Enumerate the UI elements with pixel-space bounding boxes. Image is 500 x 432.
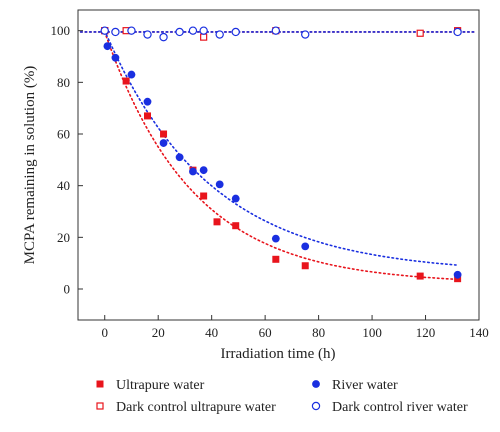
x-tick-label: 20 [152,325,165,340]
fit-curve [103,29,459,266]
ultrapure-water-point [232,222,240,230]
legend-label-dark-control-ultrapure-water: Dark control ultrapure water [116,400,276,415]
dark-control-ultrapure-water-point [416,29,424,37]
river-water-point [127,70,136,79]
ultrapure-water-point [301,262,309,270]
dark-control-river-water-point [111,27,120,37]
river-water-point [143,97,152,106]
data-points [100,26,462,283]
x-axis-label: Irradiation time (h) [221,346,336,362]
river-water-point [453,270,462,279]
river-water-point [199,166,208,175]
legend-marker-dark-control-ultrapure-water [96,402,104,410]
y-tick-label: 60 [57,127,70,142]
y-tick-label: 80 [57,75,70,90]
x-tick-label: 40 [205,325,218,340]
x-tick-label: 60 [259,325,272,340]
dark-control-river-water-point [301,30,310,39]
legend-label-ultrapure-water: Ultrapure water [116,378,205,393]
dark-control-river-water-point [215,30,224,39]
y-axis-ticks: 0 20 40 60 80 100 [51,23,83,297]
river-water-point [175,153,184,162]
x-tick-label: 0 [101,325,108,340]
x-tick-label: 100 [362,325,382,340]
river-water-point [301,242,310,251]
x-tick-label: 140 [469,325,489,340]
river-water-point [159,139,168,147]
river-water-point [271,234,280,243]
river-water-point [111,53,120,62]
dark-control-river-water-point [271,26,281,35]
legend-marker-river-water [312,380,320,388]
dark-control-river-water-point [188,26,198,35]
legend: Ultrapure water River water Dark control u… [96,378,468,415]
dark-control-river-water-point [159,32,168,42]
ultrapure-water-point [122,77,130,85]
ultrapure-water-point [200,192,208,200]
ultrapure-water-point [272,255,280,263]
x-axis-ticks: 0 20 40 60 80 100 120 140 [101,315,489,340]
river-water-point [215,180,224,189]
y-tick-label: 20 [57,230,70,245]
dark-control-river-water-point [231,27,240,37]
ultrapure-water-point [213,218,221,226]
legend-label-river-water: River water [332,378,398,393]
river-water-point [189,167,197,176]
y-tick-label: 100 [51,23,71,38]
ultrapure-water-point [160,130,168,138]
legend-marker-ultrapure-water [96,380,104,388]
dark-control-river-water-point [175,27,184,37]
plot-frame [77,9,480,321]
y-axis-label: MCPA remaining in solution (%) [22,66,38,265]
dark-control-ultrapure-water-point [200,33,208,41]
y-tick-label: 0 [64,282,71,297]
fit-curves [79,29,478,281]
legend-label-dark-control-river-water: Dark control river water [332,400,468,415]
river-water-point [103,42,112,51]
x-tick-label: 120 [416,325,436,340]
dark-control-river-water-point [100,26,109,35]
x-tick-label: 80 [312,325,325,340]
ultrapure-water-point [416,272,424,280]
ultrapure-water-point [144,112,152,120]
dark-control-river-water-point [199,26,208,35]
dark-control-river-water-point [127,26,136,35]
dark-control-river-water-point [453,27,462,37]
y-tick-label: 40 [57,178,70,193]
legend-marker-dark-control-river-water [311,401,321,411]
dark-control-river-water-point [143,30,152,39]
river-water-point [231,194,240,203]
fit-curve [103,31,459,281]
